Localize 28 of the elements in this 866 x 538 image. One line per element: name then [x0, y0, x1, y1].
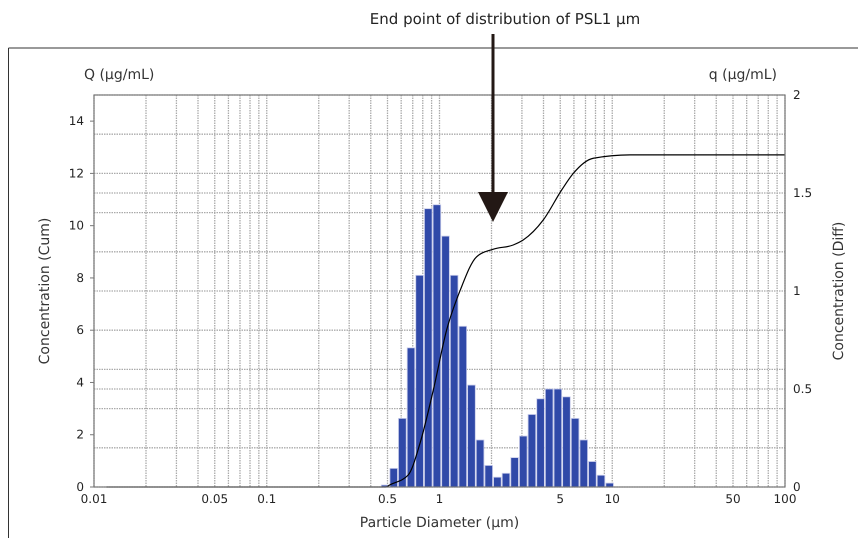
- y-tick-label: 6: [76, 323, 84, 338]
- text: End point of distribution of PSL1 µm: [370, 10, 640, 28]
- y2-tick-label: 0.5: [793, 382, 812, 396]
- y-axis-title: Concentration (Cum): [37, 218, 53, 364]
- y-tick-label: 12: [68, 166, 84, 180]
- text: Q (µg/mL): [84, 67, 154, 83]
- x-tick-label: 0.1: [257, 492, 276, 506]
- y2-axis-title: Concentration (Diff): [831, 222, 847, 360]
- y2-tick-label: 0: [793, 480, 801, 494]
- y-tick-label: 2: [76, 428, 84, 442]
- x-axis-title: Particle Diameter (µm): [360, 515, 520, 531]
- x-tick-label: 5: [556, 492, 564, 506]
- x-tick-label: 0.01: [80, 492, 108, 506]
- y-tick-label: 14: [68, 114, 84, 128]
- y-tick-label: 0: [76, 480, 84, 494]
- x-tick-label: 100: [774, 492, 796, 506]
- text: q (µg/mL): [708, 67, 777, 83]
- x-tick-label: 0.5: [378, 492, 398, 506]
- x-tick-label: 1: [436, 492, 444, 506]
- y-tick-label: 8: [76, 270, 84, 285]
- x-tick-label: 10: [604, 492, 620, 506]
- y2-tick-label: 2: [793, 88, 801, 102]
- x-tick-label: 0.05: [201, 492, 228, 506]
- y-tick-label: 4: [76, 375, 84, 390]
- y2-tick-label: 1.5: [793, 186, 812, 200]
- y2-tick-label: 1: [793, 284, 801, 298]
- x-tick-label: 50: [725, 492, 741, 506]
- y-tick-label: 10: [68, 218, 84, 233]
